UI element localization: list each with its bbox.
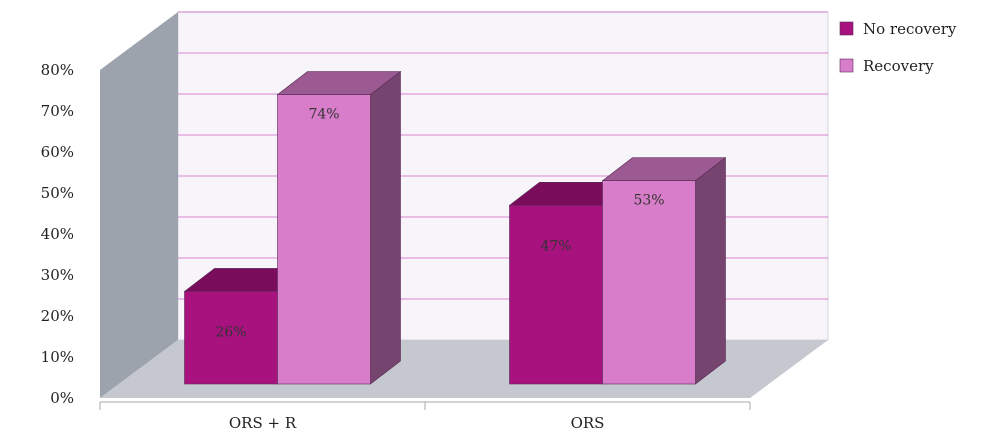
bar: [509, 205, 603, 385]
y-tick-label: 40%: [41, 225, 74, 243]
bar: [602, 180, 696, 385]
bar: [277, 94, 371, 385]
y-tick-label: 70%: [41, 102, 74, 120]
y-tick-label: 60%: [41, 143, 74, 161]
y-tick-label: 10%: [41, 348, 74, 366]
bar: [184, 291, 278, 385]
legend-label: No recovery: [863, 20, 957, 38]
x-category-label: ORS + R: [229, 414, 297, 432]
y-tick-label: 50%: [41, 184, 74, 202]
y-tick-label: 20%: [41, 307, 74, 325]
y-tick-label: 0%: [50, 389, 74, 407]
legend-swatch: [839, 21, 854, 36]
bars: 26% 74% 47% 53%: [183, 70, 727, 385]
legend-swatch: [839, 58, 854, 73]
legend-label: Recovery: [863, 57, 934, 75]
side-wall: [100, 12, 178, 398]
bar-side: [695, 157, 726, 385]
data-label: 26%: [215, 324, 246, 340]
data-label: 53%: [633, 193, 664, 209]
y-tick-label: 80%: [41, 61, 74, 79]
legend: No recovery Recovery: [839, 20, 957, 75]
x-axis: ORS + R ORS: [99, 401, 751, 432]
y-axis: 0% 10% 20% 30% 40% 50% 60% 70% 80%: [41, 61, 74, 407]
bar-side: [370, 70, 401, 385]
x-category-label: ORS: [571, 414, 605, 432]
y-tick-label: 30%: [41, 266, 74, 284]
data-label: 74%: [308, 107, 339, 123]
data-label: 47%: [540, 238, 571, 254]
